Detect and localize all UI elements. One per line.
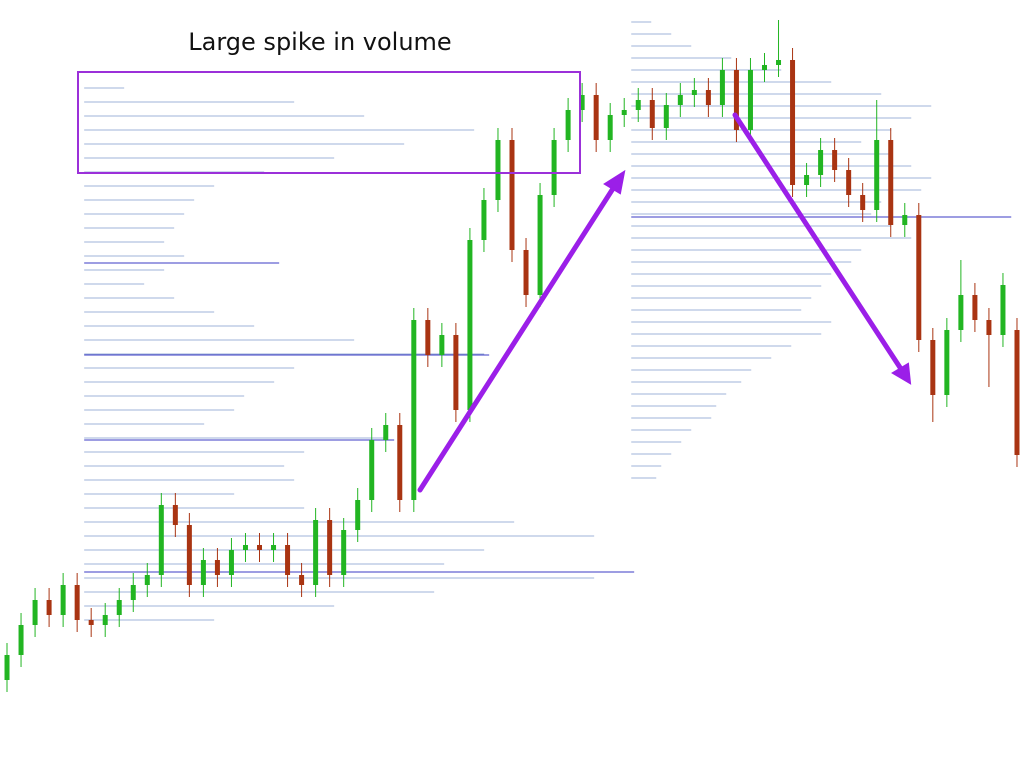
candle-body (453, 335, 459, 410)
candle-body (144, 575, 150, 585)
candle-body (663, 105, 669, 128)
candle-body (257, 545, 263, 550)
candle-body (846, 170, 852, 195)
candle-body (888, 140, 894, 225)
candle-body (397, 425, 403, 500)
candle-body (832, 150, 838, 170)
candle-body (214, 560, 220, 575)
candle-body (537, 195, 543, 295)
candles (4, 20, 1020, 692)
highlight-box (77, 71, 581, 174)
candle-body (579, 95, 585, 110)
candle-body (607, 115, 613, 140)
candle-body (874, 140, 880, 210)
candle-body (46, 600, 52, 615)
candle-body (733, 70, 739, 130)
candle-body (593, 95, 599, 140)
candle-body (313, 520, 319, 585)
arrow-down (732, 112, 904, 372)
candle-body (1000, 285, 1006, 335)
candle-body (228, 550, 234, 575)
candle-body (551, 140, 557, 195)
candle-body (804, 175, 810, 185)
candle-body (32, 600, 38, 625)
arrow-up (417, 184, 617, 493)
candle-body (747, 70, 753, 130)
candle-body (705, 90, 711, 105)
candle-body (355, 500, 361, 530)
candle-body (635, 100, 641, 110)
candle-body (271, 545, 277, 550)
candle-body (439, 335, 445, 355)
candle-body (930, 340, 936, 395)
candle-body (158, 505, 164, 575)
annotation: Large spike in volume (188, 28, 451, 56)
candle-body (902, 215, 908, 225)
candle-body (972, 295, 978, 320)
candle-body (523, 250, 529, 295)
candle-body (677, 95, 683, 105)
candle-body (369, 440, 375, 500)
candle-body (130, 585, 136, 600)
candle-body (425, 320, 431, 355)
candle-body (411, 320, 417, 500)
candle-body (186, 525, 192, 585)
arrows (417, 112, 912, 493)
candle-body (74, 585, 80, 620)
candle-body (1014, 330, 1020, 455)
candle-body (383, 425, 389, 440)
candle-body (761, 65, 767, 70)
candle-body (18, 625, 24, 655)
volume-profiles (84, 21, 1012, 621)
candle-body (200, 560, 206, 585)
candle-body (327, 520, 333, 575)
candle-body (88, 620, 94, 625)
candle-body (60, 585, 66, 615)
candle-body (986, 320, 992, 335)
candle-body (818, 150, 824, 175)
candle-body (691, 90, 697, 95)
candle-body (102, 615, 108, 625)
candle-body (565, 110, 571, 140)
arrow-head (603, 169, 626, 195)
candle-body (776, 60, 782, 65)
candle-body (495, 140, 501, 200)
candle-body (242, 545, 248, 550)
candle-body (916, 215, 922, 340)
candle-body (958, 295, 964, 330)
candle-body (509, 140, 515, 250)
candle-body (860, 195, 866, 210)
candle-body (719, 70, 725, 105)
candle-body (341, 530, 347, 575)
candle-body (467, 240, 473, 410)
candle-body (790, 60, 796, 185)
candle-body (172, 505, 178, 525)
candle-body (481, 200, 487, 240)
candle-body (621, 110, 627, 115)
candle-body (285, 545, 291, 575)
candle-body (299, 575, 305, 585)
arrow-head (891, 362, 912, 385)
candle-body (4, 655, 10, 680)
candle-body (116, 600, 122, 615)
candle-body (649, 100, 655, 128)
candle-body (944, 330, 950, 395)
